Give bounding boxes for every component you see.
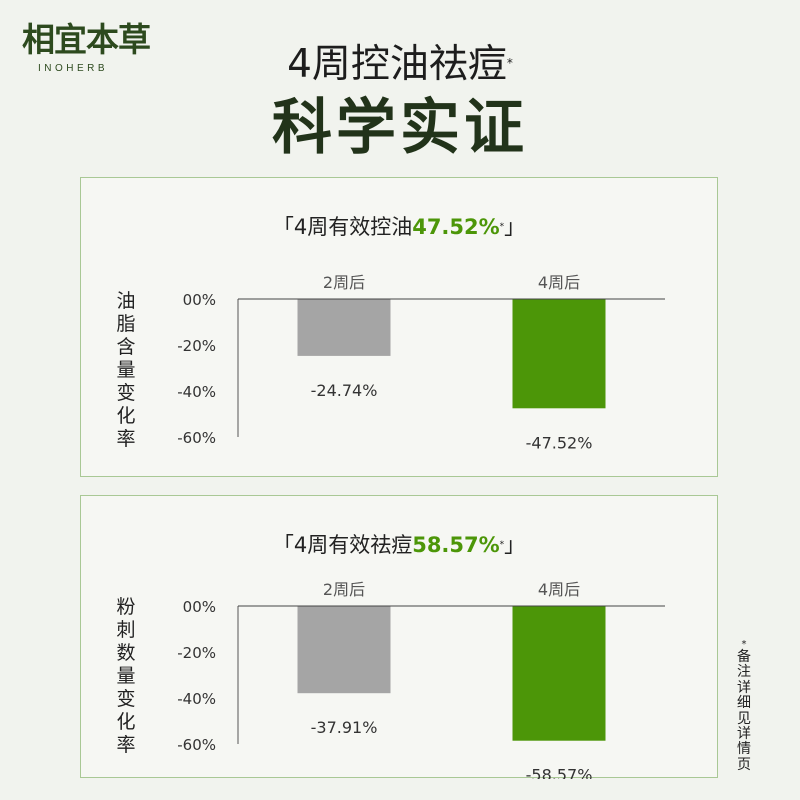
headline-footnote-mark: *	[506, 56, 513, 70]
oil-value-label: -47.52%	[526, 433, 593, 452]
oil-title-prefix: 「4周有效控油	[272, 215, 413, 239]
oil-bar-1	[297, 299, 391, 356]
oil-panel-title: 「4周有效控油47.52%*」	[81, 212, 717, 242]
oil-y-tick-label: -40%	[177, 383, 216, 401]
acne-value-label: -37.91%	[311, 718, 378, 737]
acne-title-prefix: 「4周有效祛痘	[272, 533, 413, 557]
acne-y-tick-label: 00%	[183, 598, 216, 616]
acne-bar-1	[297, 606, 391, 694]
oil-y-tick-label: 00%	[183, 291, 216, 309]
acne-title-value: 58.57%	[412, 533, 500, 557]
acne-bar-chart: 00% -20% -40% -60% 2周后 -37.91% 4周后 -58.57%	[177, 580, 665, 779]
headline-line1-text: 4周控油祛痘	[287, 42, 507, 87]
brand-logo: 相宜本草 INOHERB	[22, 20, 151, 90]
oil-y-axis-label: 油脂含量变化率	[116, 290, 136, 450]
acne-chart-panel: 「4周有效祛痘58.57%*」 粉刺数量变化率 00% -20% -40% -60% 2…	[80, 495, 718, 779]
oil-title-suffix: 」	[504, 215, 526, 239]
oil-bar-chart: 00% -20% -40% -60% 2周后 -24.74% 4周后 -47.52%	[177, 273, 665, 452]
oil-title-value: 47.52%	[412, 215, 500, 239]
acne-y-axis-label: 粉刺数量变化率	[116, 596, 136, 756]
acne-panel-title: 「4周有效祛痘58.57%*」	[81, 530, 717, 560]
acne-category-label: 2周后	[323, 580, 365, 599]
acne-y-tick-label: -40%	[177, 690, 216, 708]
acne-title-suffix: 」	[504, 533, 526, 557]
acne-value-label: -58.57%	[526, 766, 593, 779]
brand-name-en: INOHERB	[38, 63, 109, 74]
oil-value-label: -24.74%	[311, 381, 378, 400]
acne-bar-2	[512, 606, 606, 741]
headline-line1: 4周控油祛痘*	[0, 40, 800, 90]
side-footnote: * 备注详细见详情页	[732, 640, 756, 773]
acne-category-label: 4周后	[538, 580, 580, 599]
acne-y-tick-label: -20%	[177, 644, 216, 662]
oil-chart-panel: 「4周有效控油47.52%*」 油脂含量变化率 00% -20% -40% -60% 2…	[80, 177, 718, 477]
acne-y-tick-label: -60%	[177, 736, 216, 754]
headline-line2: 科学实证	[272, 93, 528, 163]
acne-title-mark: *	[499, 540, 505, 550]
oil-y-tick-label: -20%	[177, 337, 216, 355]
oil-category-label: 2周后	[323, 273, 365, 292]
oil-bar-2	[512, 299, 606, 409]
oil-y-tick-label: -60%	[177, 429, 216, 447]
oil-category-label: 4周后	[538, 273, 580, 292]
oil-title-mark: *	[499, 222, 505, 232]
brand-name-cn: 相宜本草	[22, 20, 151, 59]
side-footnote-mark: *	[741, 639, 747, 650]
side-footnote-text: 备注详细见详情页	[737, 649, 751, 773]
